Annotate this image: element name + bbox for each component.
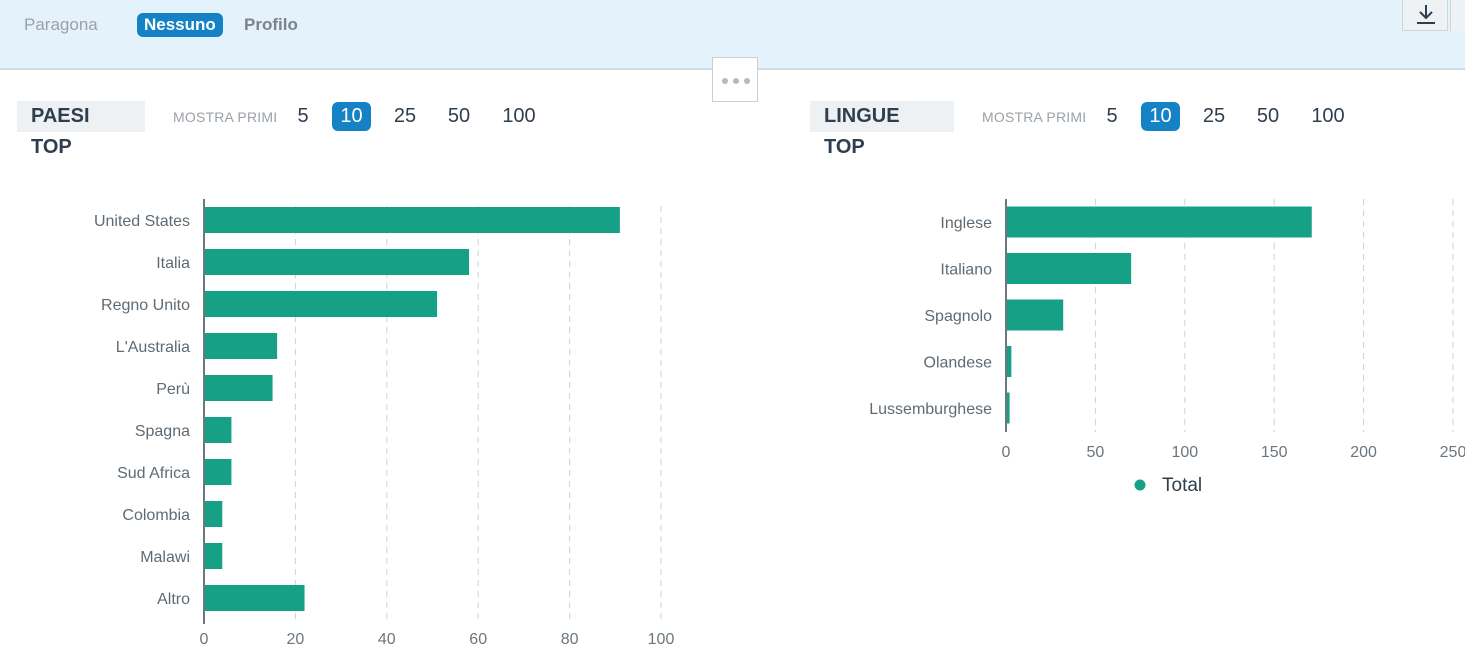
languages-tick-label: 0 (1002, 444, 1011, 461)
ellipsis-icon (722, 78, 728, 84)
download-button[interactable] (1402, 0, 1448, 31)
countries-tick-label: 0 (200, 631, 209, 648)
countries-show-100[interactable]: 100 (502, 105, 536, 127)
countries-show-50[interactable]: 50 (447, 105, 471, 127)
none-tab[interactable]: Nessuno (137, 13, 223, 37)
download-icon (1417, 5, 1435, 24)
languages-category-label: Inglese (940, 215, 992, 232)
compare-tab[interactable]: Paragona (24, 15, 98, 34)
languages-title: LINGUE TOP (810, 101, 954, 158)
countries-bar[interactable] (204, 501, 223, 527)
countries-category-label: United States (94, 213, 190, 230)
profile-tab[interactable]: Profilo (244, 15, 298, 34)
countries-bar[interactable] (204, 585, 305, 611)
countries-category-label: Sud Africa (117, 465, 190, 482)
countries-show-label: MOSTRA PRIMI (173, 109, 278, 125)
languages-bar-chart: Inglese Italiano Spagnolo Olandese Lussembur… (869, 199, 1465, 496)
countries-category-label: L'Australia (116, 339, 190, 356)
countries-bar[interactable] (204, 333, 278, 359)
languages-bar[interactable] (1006, 392, 1010, 424)
collapse-handle-button[interactable] (712, 57, 758, 102)
countries-category-label: Regno Unito (101, 297, 190, 314)
countries-category-label: Colombia (122, 507, 190, 524)
languages-tick-label: 100 (1171, 444, 1198, 461)
languages-tick-label: 50 (1087, 444, 1105, 461)
ellipsis-icon (744, 78, 750, 84)
languages-show-5[interactable]: 5 (1106, 105, 1118, 127)
languages-bar[interactable] (1006, 253, 1132, 284)
countries-bar[interactable] (204, 543, 223, 569)
countries-bar[interactable] (204, 207, 620, 233)
languages-show-50[interactable]: 50 (1256, 105, 1280, 127)
languages-bar[interactable] (1006, 206, 1312, 238)
ellipsis-icon (733, 78, 739, 84)
legend-marker (1134, 479, 1146, 491)
languages-category-label: Italiano (940, 262, 992, 279)
countries-category-label: Italia (156, 255, 190, 272)
toolbar-overflow[interactable] (1450, 0, 1465, 31)
countries-category-label: Altro (157, 591, 190, 608)
languages-category-label: Lussemburghese (869, 401, 992, 418)
languages-tick-label: 200 (1350, 444, 1377, 461)
countries-bar[interactable] (204, 291, 438, 317)
countries-bar-chart: United States Italia Regno Unito L'Australi… (94, 199, 675, 648)
languages-show-25[interactable]: 25 (1202, 105, 1226, 127)
legend-label[interactable]: Total (1162, 475, 1202, 496)
countries-show-25[interactable]: 25 (393, 105, 417, 127)
languages-show-10[interactable]: 10 (1141, 102, 1180, 131)
countries-tick-label: 80 (561, 631, 579, 648)
languages-show-label: MOSTRA PRIMI (982, 109, 1087, 125)
countries-bar[interactable] (204, 459, 232, 485)
countries-category-label: Perù (156, 381, 190, 398)
languages-category-label: Spagnolo (924, 308, 992, 325)
countries-tick-label: 20 (287, 631, 305, 648)
languages-tick-label: 250 (1440, 444, 1465, 461)
countries-category-label: Malawi (140, 549, 190, 566)
countries-bar[interactable] (204, 375, 273, 401)
languages-category-label: Olandese (924, 355, 993, 372)
countries-show-10[interactable]: 10 (332, 102, 371, 131)
languages-show-100[interactable]: 100 (1311, 105, 1345, 127)
countries-title: PAESI TOP (17, 101, 145, 158)
countries-bar[interactable] (204, 417, 232, 443)
countries-tick-label: 40 (378, 631, 396, 648)
languages-bar[interactable] (1006, 346, 1012, 377)
languages-tick-label: 150 (1261, 444, 1288, 461)
countries-bar[interactable] (204, 249, 470, 275)
countries-category-label: Spagna (135, 423, 190, 440)
countries-tick-label: 100 (648, 631, 675, 648)
countries-show-5[interactable]: 5 (297, 105, 309, 127)
languages-bar[interactable] (1006, 299, 1064, 331)
countries-tick-label: 60 (469, 631, 487, 648)
